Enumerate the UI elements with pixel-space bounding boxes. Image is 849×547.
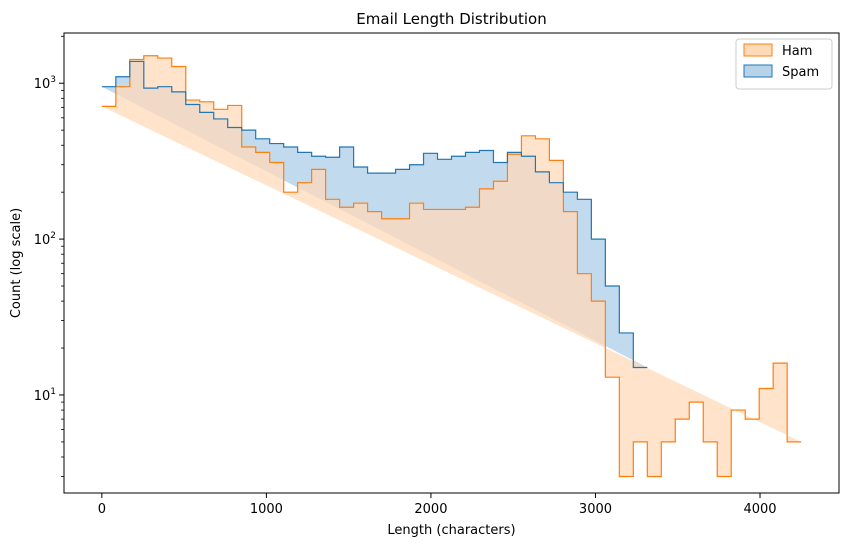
legend-label-ham: Ham (782, 44, 812, 59)
x-tick-label: 3000 (579, 502, 612, 517)
x-axis: 0 1000 2000 3000 4000 (98, 493, 777, 517)
chart-title: Email Length Distribution (356, 10, 546, 28)
x-tick-label: 1000 (250, 502, 283, 517)
legend: Ham Spam (735, 38, 833, 90)
x-tick-label: 0 (98, 502, 106, 517)
x-axis-label: Length (characters) (387, 523, 515, 538)
legend-label-spam: Spam (782, 65, 819, 80)
y-tick-label: 101 (34, 387, 56, 404)
y-tick-label: 102 (34, 231, 56, 248)
plot-area (101, 55, 802, 478)
legend-swatch-spam (743, 64, 773, 78)
x-tick-label: 4000 (743, 502, 776, 517)
y-tick-label: 103 (34, 75, 56, 92)
series-line-ham (101, 55, 802, 478)
y-axis: 101 102 103 (34, 35, 64, 477)
series-fill-ham (101, 55, 802, 477)
x-tick-label: 2000 (414, 502, 447, 517)
legend-swatch-ham (743, 43, 773, 57)
series-line-spam (101, 60, 648, 369)
y-axis-label: Count (log scale) (9, 208, 24, 318)
